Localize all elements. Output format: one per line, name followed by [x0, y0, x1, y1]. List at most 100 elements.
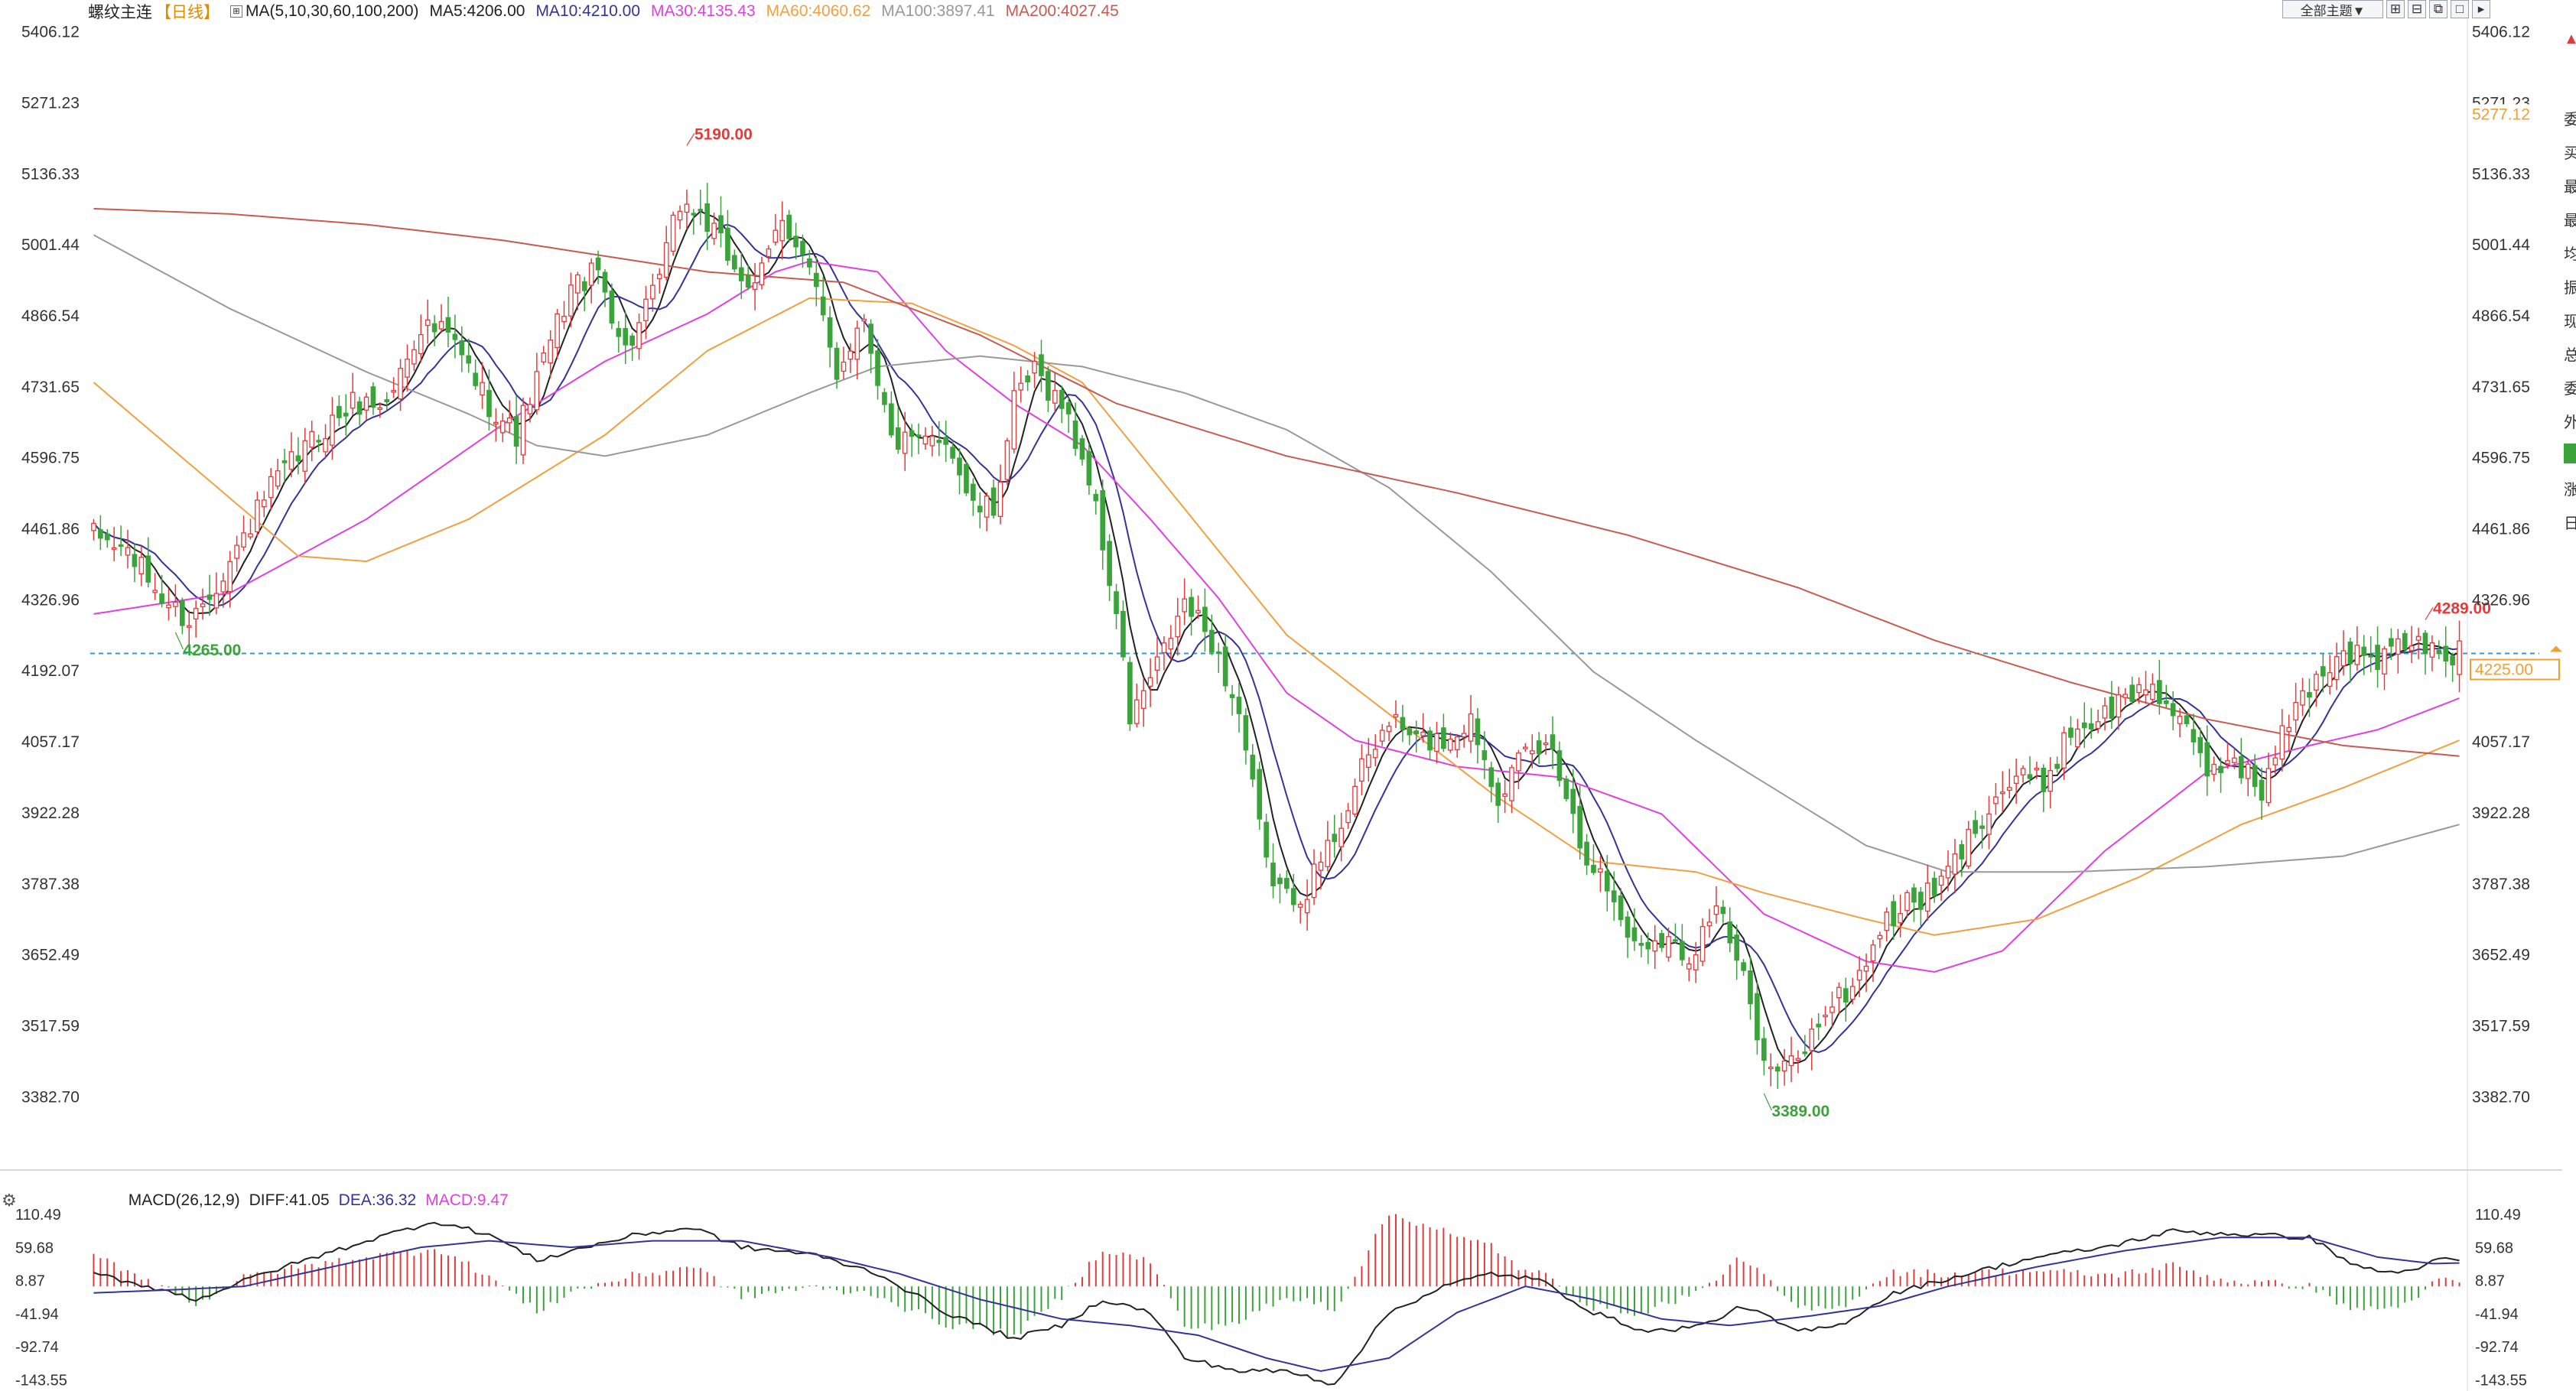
candle-body	[732, 255, 737, 270]
macd-params[interactable]: MACD(26,12,9)	[128, 1191, 240, 1209]
expand-right-icon[interactable]: ▸	[2472, 0, 2490, 18]
candle-body	[997, 481, 1003, 517]
candle-body	[145, 555, 151, 583]
price-tick-label-left: 3517.59	[21, 1017, 80, 1035]
candle-body	[1884, 912, 1890, 931]
candle-body	[656, 274, 662, 279]
candle-body	[1911, 887, 1917, 903]
candle-body	[1386, 726, 1392, 733]
ma-settings-icon[interactable]: ⊞	[230, 5, 242, 18]
candle-body	[711, 223, 717, 239]
candle-body	[493, 421, 499, 424]
candle-body	[452, 333, 458, 340]
candle-body	[2095, 721, 2101, 730]
layout-grid-icon[interactable]: ⊞	[2386, 0, 2405, 18]
ma10-readout: MA10:4210.00	[535, 2, 641, 20]
candle-body	[1788, 1055, 1794, 1067]
layout-split-icon[interactable]: ⊟	[2408, 0, 2426, 18]
candle-body	[337, 405, 342, 418]
candle-body	[1795, 1058, 1801, 1061]
candle-body	[384, 399, 390, 403]
candle-body	[861, 318, 867, 322]
macd-settings-icon[interactable]: ⚙	[2, 1191, 17, 1210]
macd-header: ⚙ MACD(26,12,9) DIFF:41.05 DEA:36.32 MAC…	[0, 1189, 509, 1212]
symbol-name: 螺纹主连	[88, 4, 152, 21]
candle-body	[1297, 903, 1303, 908]
price-tick-label-right: 3922.28	[2472, 804, 2530, 822]
candle-body	[1318, 861, 1324, 871]
candle-body	[473, 372, 478, 386]
extreme-price-label: 5190.00	[694, 125, 753, 143]
sidebar-label: 振	[2564, 280, 2576, 297]
candle-body	[2361, 646, 2367, 656]
candle-body	[1140, 690, 1147, 710]
candle-body	[356, 401, 363, 415]
candle-body	[936, 440, 942, 444]
window-max-icon[interactable]: □	[2451, 0, 2469, 18]
candle-body	[480, 382, 485, 396]
ma5-readout: MA5:4206.00	[429, 2, 525, 20]
candle-body	[650, 284, 655, 300]
ma60-line	[93, 297, 2460, 936]
macd-tick-label-right: -92.74	[2475, 1339, 2519, 1356]
candle-body	[916, 434, 922, 437]
candle-body	[1830, 1006, 1835, 1013]
candle-body	[2327, 672, 2333, 687]
candle-body	[643, 298, 649, 321]
candle-body	[2436, 649, 2442, 655]
candle-body	[1400, 717, 1406, 730]
window-restore-icon[interactable]: ⧉	[2429, 0, 2448, 18]
candle-body	[2020, 768, 2026, 775]
macd-dea-readout: DEA:36.32	[338, 1191, 417, 1209]
candle-body	[1215, 651, 1221, 655]
candle-body	[2314, 674, 2319, 691]
candle-body	[2232, 757, 2237, 763]
theme-select[interactable]: 全部主题▼	[2282, 0, 2383, 18]
candle-body	[718, 215, 724, 234]
candle-body	[1809, 1029, 1815, 1051]
candle-body	[261, 499, 267, 508]
sidebar-arrow-icon[interactable]: ▲	[2564, 31, 2576, 47]
candle-body	[2286, 726, 2292, 733]
candle-body	[1359, 758, 1364, 782]
candle-body	[691, 213, 697, 216]
candle-body	[1208, 629, 1215, 653]
candle-body	[2170, 703, 2176, 717]
candle-body	[1849, 986, 1856, 1000]
candle-body	[971, 483, 976, 501]
candle-body	[677, 210, 683, 221]
candle-body	[527, 404, 533, 414]
price-tick-label-left: 4192.07	[21, 662, 80, 680]
candle-body	[255, 499, 260, 533]
candle-body	[1338, 827, 1345, 847]
candle-body	[104, 533, 110, 541]
candle-body	[2272, 757, 2278, 765]
candle-body	[159, 593, 164, 604]
candle-body	[1584, 841, 1589, 866]
candle-body	[1536, 740, 1542, 755]
candle-body	[1638, 943, 1644, 946]
candle-body	[2163, 700, 2169, 704]
ma100-line	[93, 234, 2460, 873]
candle-body	[629, 335, 635, 346]
candle-body	[1931, 877, 1937, 896]
candle-body	[534, 371, 540, 411]
candle-body	[2225, 760, 2230, 765]
candle-body	[1311, 863, 1317, 899]
candle-body	[2047, 770, 2054, 792]
candle-body	[418, 333, 424, 355]
candle-body	[1325, 840, 1331, 867]
candle-body	[1502, 793, 1508, 797]
sidebar-label: 委	[2564, 112, 2576, 128]
price-tick-label-left: 4731.65	[21, 379, 80, 396]
ma-params[interactable]: ⊞ MA(5,10,30,60,100,200)	[230, 2, 419, 21]
candle-body	[1202, 606, 1208, 632]
candle-body	[391, 390, 396, 393]
candle-body	[2109, 696, 2115, 719]
candle-body	[1741, 962, 1746, 971]
period-label[interactable]: 【日线】	[155, 4, 220, 21]
candle-body	[1523, 746, 1528, 749]
candle-body	[2382, 648, 2387, 674]
